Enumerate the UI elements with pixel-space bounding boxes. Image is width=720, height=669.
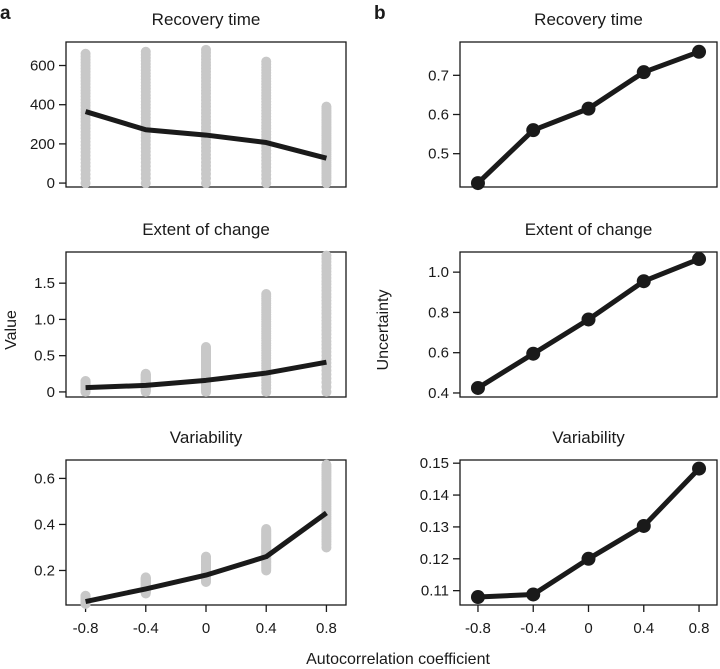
uncertainty-line-b-recovery	[476, 49, 700, 185]
raw-point-a-variability	[80, 590, 91, 601]
raw-point-a-recovery	[80, 48, 91, 59]
uncertainty-point-b-variability	[636, 518, 651, 533]
uncertainty-point-b-recovery	[526, 123, 541, 138]
x-tick-label-b-variability: 0	[584, 620, 592, 637]
uncertainty-point-b-variability	[470, 590, 485, 605]
raw-point-a-variability	[261, 524, 272, 535]
y-tick-label-b-extent: 0.6	[428, 345, 449, 362]
panel-a-recovery: Recovery time 0 200 400 600	[30, 10, 347, 192]
uncertainty-point-b-extent	[636, 274, 651, 289]
panel-a-extent: Extent of change 0 0.5 1.0 1.5	[34, 220, 347, 401]
y-tick-label-b-variability: 0.14	[420, 487, 449, 504]
y-tick-label-b-variability: 0.13	[420, 519, 449, 536]
y-axis-title-uncertainty: Uncertainty	[375, 290, 392, 371]
raw-point-a-extent	[80, 376, 91, 387]
y-tick-label-b-variability: 0.15	[420, 455, 449, 472]
y-tick-label-a-variability: 0.4	[34, 516, 55, 533]
raw-point-a-extent	[321, 250, 332, 261]
plot-frame-a-extent	[65, 251, 347, 398]
panel-title-a-recovery: Recovery time	[152, 10, 261, 29]
raw-point-a-variability	[140, 572, 151, 583]
uncertainty-point-b-variability	[526, 587, 541, 602]
uncertainty-point-b-recovery	[581, 101, 596, 116]
uncertainty-point-b-recovery	[470, 176, 485, 191]
uncertainty-point-b-extent	[470, 380, 485, 395]
uncertainty-point-b-recovery	[692, 44, 707, 59]
y-tick-label-b-recovery: 0.7	[428, 67, 449, 84]
panel-title-a-variability: Variability	[170, 428, 243, 447]
y-tick-label-b-variability: 0.12	[420, 551, 449, 568]
uncertainty-point-b-extent	[581, 312, 596, 327]
x-axis-title: Autocorrelation coefficient	[306, 651, 490, 668]
y-tick-label-a-extent: 0	[47, 384, 55, 401]
y-tick-label-a-recovery: 200	[30, 136, 55, 153]
chart-panels: Recovery time 0 200 400 600 Extent of change 0…	[30, 10, 718, 637]
raw-point-a-recovery	[140, 46, 151, 57]
panel-b-extent: Extent of change 0.4 0.6 0.8 1.0	[428, 220, 718, 402]
raw-point-a-recovery	[261, 56, 272, 67]
raw-point-a-variability	[201, 551, 211, 562]
y-tick-label-a-recovery: 0	[47, 175, 55, 192]
x-tick-label-a-variability: -0.8	[73, 620, 99, 637]
uncertainty-line-b-variability	[477, 466, 701, 600]
y-tick-label-b-extent: 0.4	[428, 385, 449, 402]
panel-a-variability: Variability 0.2 0.4 0.6 -0.8 -0.4 0 0.4 0.8	[34, 428, 347, 637]
y-tick-label-a-extent: 1.0	[34, 311, 55, 328]
panel-title-b-extent: Extent of change	[525, 220, 653, 239]
x-tick-label-b-variability: -0.4	[520, 620, 546, 637]
uncertainty-point-b-variability	[692, 461, 707, 476]
y-tick-label-a-recovery: 600	[30, 58, 55, 75]
panel-title-b-variability: Variability	[552, 428, 625, 447]
raw-point-a-extent	[140, 368, 151, 379]
x-tick-label-b-variability: -0.8	[465, 620, 491, 637]
raw-point-a-extent	[201, 341, 211, 352]
panel-b-variability: Variability 0.11 0.12 0.13 0.14 0.15 -0.8 -0.4 0…	[420, 428, 718, 637]
y-axis-title-value: Value	[3, 310, 20, 350]
x-tick-label-a-variability: -0.4	[133, 620, 159, 637]
y-tick-label-a-variability: 0.6	[34, 470, 55, 487]
y-tick-label-a-extent: 0.5	[34, 348, 55, 365]
panel-b-recovery: Recovery time 0.5 0.6 0.7	[428, 10, 718, 191]
raw-point-a-recovery	[201, 44, 211, 55]
x-tick-label-a-variability: 0.4	[256, 620, 277, 637]
uncertainty-point-b-extent	[692, 252, 707, 267]
y-tick-label-b-variability: 0.11	[421, 583, 449, 600]
x-tick-label-a-variability: 0.8	[316, 620, 337, 637]
raw-point-a-recovery	[321, 101, 332, 112]
y-tick-label-b-recovery: 0.6	[428, 107, 449, 124]
mean-line-a-extent	[85, 359, 327, 391]
uncertainty-point-b-variability	[581, 551, 596, 566]
raw-point-a-extent	[261, 289, 272, 300]
y-tick-label-b-recovery: 0.5	[428, 146, 449, 163]
y-tick-label-b-extent: 0.8	[428, 304, 449, 321]
panel-letter-a: a	[0, 3, 11, 24]
uncertainty-point-b-recovery	[636, 65, 651, 80]
plot-frame-b-extent	[459, 251, 718, 398]
x-tick-label-a-variability: 0	[202, 620, 210, 637]
panel-letter-b: b	[374, 3, 386, 24]
mean-line-a-variability	[85, 510, 328, 604]
y-tick-label-a-recovery: 400	[30, 97, 55, 114]
x-tick-label-b-variability: 0.4	[633, 620, 654, 637]
mean-line-a-recovery	[84, 109, 328, 161]
y-tick-label-a-variability: 0.2	[34, 562, 55, 579]
raw-point-a-variability	[321, 459, 332, 470]
plot-frame-b-variability	[459, 459, 718, 606]
panel-title-b-recovery: Recovery time	[534, 10, 643, 29]
x-tick-label-b-variability: 0.8	[689, 620, 710, 637]
panel-title-a-extent: Extent of change	[142, 220, 270, 239]
uncertainty-point-b-extent	[526, 346, 541, 361]
y-tick-label-b-extent: 1.0	[428, 264, 449, 281]
y-tick-label-a-extent: 1.5	[34, 275, 55, 292]
